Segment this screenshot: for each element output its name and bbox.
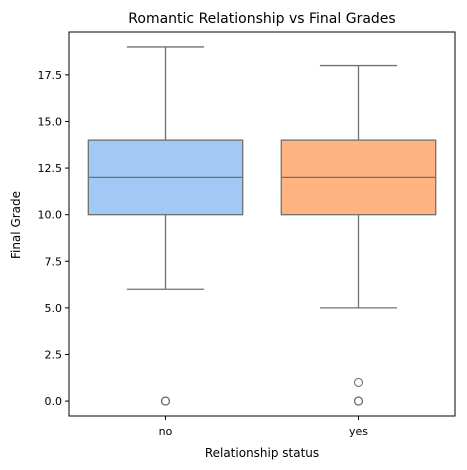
outlier-point-yes <box>355 378 363 386</box>
outlier-point-no <box>162 397 170 405</box>
x-tick-label: yes <box>349 425 368 438</box>
outlier-point-yes <box>355 397 363 405</box>
chart-title: Romantic Relationship vs Final Grades <box>128 11 395 27</box>
y-axis-label: Final Grade <box>9 191 23 259</box>
plot-frame <box>69 32 455 416</box>
y-tick-label: 12.5 <box>38 162 63 175</box>
y-tick-label: 15.0 <box>38 115 63 128</box>
x-axis-label: Relationship status <box>205 446 319 460</box>
y-tick-label: 7.5 <box>45 255 63 268</box>
y-tick-label: 17.5 <box>38 69 63 82</box>
plot-area: 0.0 2.5 5.0 7.5 10.0 12.5 15.0 17.5 no yes <box>38 32 456 438</box>
x-tick-label: no <box>159 425 173 438</box>
y-tick-label: 10.0 <box>38 209 63 222</box>
y-tick-label: 5.0 <box>45 302 63 315</box>
y-tick-label: 0.0 <box>45 395 63 408</box>
y-tick-label: 2.5 <box>45 348 63 361</box>
